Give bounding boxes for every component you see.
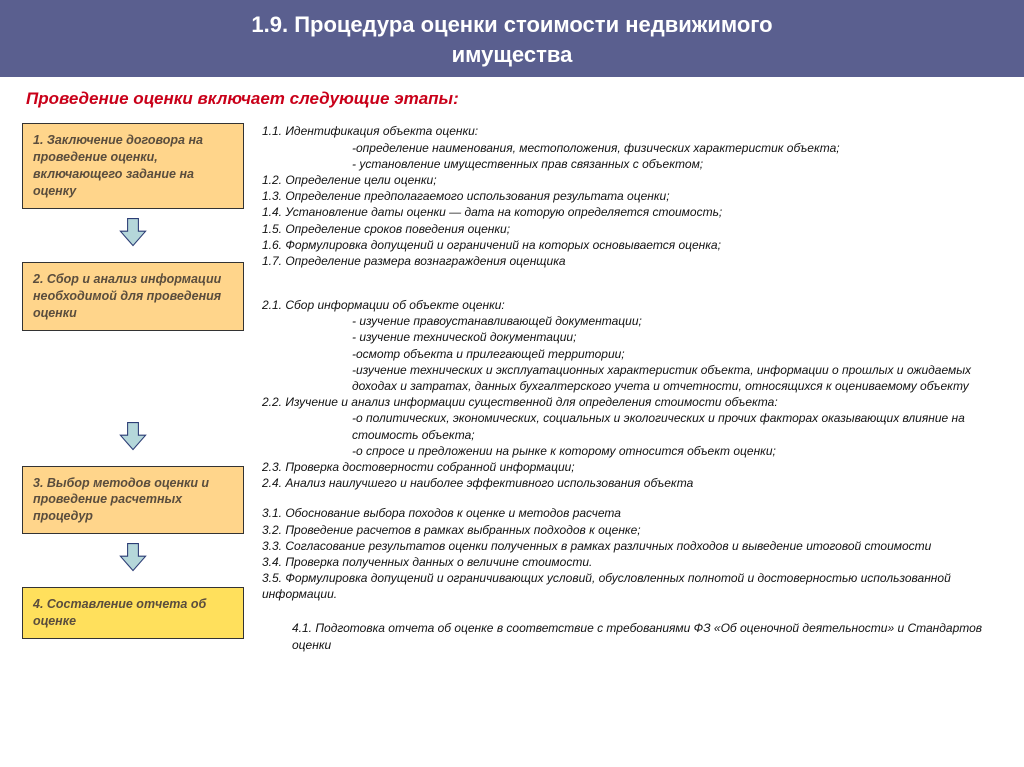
arrow-1 [22,209,244,262]
detail-line: 3.3. Согласование результатов оценки пол… [262,538,1012,554]
down-arrow-icon [115,419,151,455]
detail-line: 1.6. Формулировка допущений и ограничени… [262,237,1012,253]
detail-line: - изучение правоустанавливающей документ… [262,313,1012,329]
detail-line: 3.1. Обоснование выбора походов к оценке… [262,505,1012,521]
section-3: 3.1. Обоснование выбора походов к оценке… [262,505,1012,602]
detail-line: 3.4. Проверка полученных данных о величи… [262,554,1012,570]
detail-line: 1.2. Определение цели оценки; [262,172,1012,188]
step-box-4: 4. Составление отчета об оценке [22,587,244,639]
detail-line: 1.7. Определение размера вознаграждения … [262,253,1012,269]
arrow-path [120,422,145,449]
detail-line: -о политических, экономических, социальн… [262,410,1012,442]
section-2: 2.1. Сбор информации об объекте оценки:-… [262,297,1012,491]
step-box-2: 2. Сбор и анализ информации необходимой … [22,262,244,331]
arrow-2 [22,331,244,466]
detail-line: -о спросе и предложении на рынке к котор… [262,443,1012,459]
detail-line: 1.4. Установление даты оценки — дата на … [262,204,1012,220]
detail-line: - изучение технической документации; [262,329,1012,345]
detail-line: 2.2. Изучение и анализ информации сущест… [262,394,1012,410]
steps-column: 1. Заключение договора на проведение оце… [22,123,244,652]
step-box-1: 1. Заключение договора на проведение оце… [22,123,244,209]
detail-line: 2.3. Проверка достоверности собранной ин… [262,459,1012,475]
detail-line: 1.1. Идентификация объекта оценки: [262,123,1012,139]
detail-line: 3.2. Проведение расчетов в рамках выбран… [262,522,1012,538]
down-arrow-icon [115,215,151,251]
title-line-2: имущества [452,42,573,67]
section-1: 1.1. Идентификация объекта оценки:-опред… [262,123,1012,269]
down-arrow-icon [115,540,151,576]
detail-line: 2.4. Анализ наилучшего и наиболее эффект… [262,475,1012,491]
title-bar: 1.9. Процедура оценки стоимости недвижим… [0,0,1024,77]
step-box-3: 3. Выбор методов оценки и проведение рас… [22,466,244,535]
detail-line: 1.3. Определение предполагаемого использ… [262,188,1012,204]
detail-line: -изучение технических и эксплуатационных… [262,362,1012,394]
section-4: 4.1. Подготовка отчета об оценке в соотв… [262,620,1012,652]
arrow-path [120,218,145,245]
detail-line: -определение наименования, местоположени… [262,140,1012,156]
arrow-path [120,544,145,571]
arrow-3 [22,534,244,587]
title-line-1: 1.9. Процедура оценки стоимости недвижим… [251,12,772,37]
detail-line: - установление имущественных прав связан… [262,156,1012,172]
subtitle: Проведение оценки включает следующие эта… [0,89,1024,109]
detail-line: 3.5. Формулировка допущений и ограничива… [262,570,1012,602]
detail-line: 2.1. Сбор информации об объекте оценки: [262,297,1012,313]
detail-line: -осмотр объекта и прилегающей территории… [262,346,1012,362]
main-layout: 1. Заключение договора на проведение оце… [0,123,1024,652]
details-column: 1.1. Идентификация объекта оценки:-опред… [262,123,1012,652]
detail-line: 1.5. Определение сроков поведения оценки… [262,221,1012,237]
